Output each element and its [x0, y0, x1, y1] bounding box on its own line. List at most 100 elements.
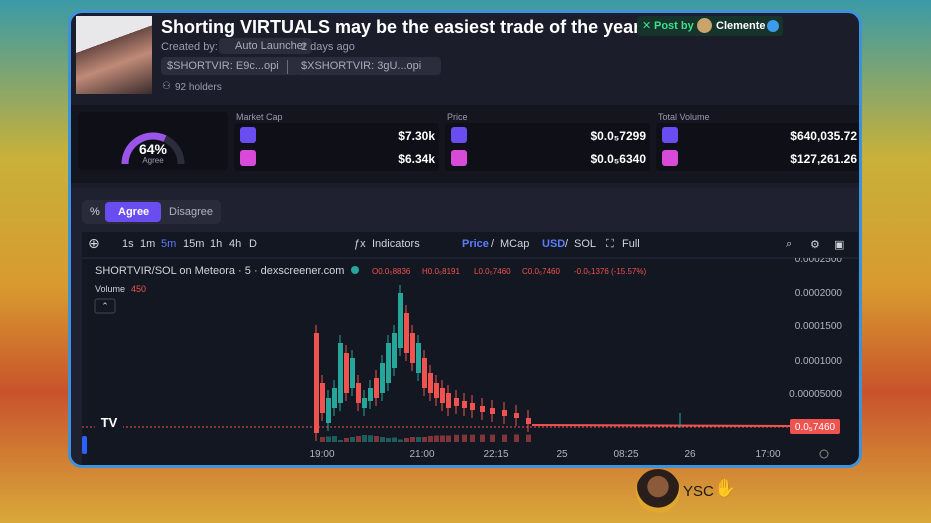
stat-box: $7.30k $6.34k [234, 123, 439, 171]
post-badge[interactable]: ✕ Post by Clemente [637, 16, 783, 36]
camera-icon[interactable]: ▣ [834, 239, 845, 251]
interval[interactable]: 5m [161, 238, 177, 250]
holders: 92 holders [175, 82, 222, 93]
title: Shorting VIRTUALS may be the easiest tra… [161, 17, 641, 37]
collapse-btn[interactable] [94, 298, 116, 314]
launcher[interactable]: Auto Launcher [219, 38, 312, 54]
post-by: Post by [654, 20, 694, 32]
volume-bar [374, 436, 379, 442]
candle-body [480, 406, 485, 412]
tab[interactable]: Agree [118, 206, 150, 218]
x-tick-label: 21:00 [409, 449, 434, 460]
candle-body [416, 343, 421, 373]
price-chart: SHORTVIR/SOL on Meteora · 5 · dexscreene… [82, 258, 858, 465]
y-tick-label: 0.0001500 [795, 321, 843, 332]
tab[interactable]: % [90, 206, 100, 218]
hand-icon: ✋ [714, 478, 737, 498]
gauge: 64% Agree [121, 132, 185, 165]
interval[interactable]: 15m [183, 238, 205, 250]
created-by: Created by: [161, 41, 218, 53]
disagree-icon [451, 150, 467, 166]
settings-icon[interactable] [819, 449, 829, 459]
divider [287, 60, 288, 74]
token-pill[interactable]: $SHORTVIR: E9c...opi [161, 57, 299, 75]
interval[interactable]: 1m [140, 238, 156, 250]
sol-mode[interactable]: SOL [574, 238, 597, 250]
price-mode[interactable]: Price [462, 238, 489, 250]
interval[interactable]: D [249, 238, 257, 250]
candle-body [404, 313, 409, 353]
separator: / [565, 238, 569, 250]
usd-mode[interactable]: USD [542, 238, 566, 250]
volume-bar [368, 435, 373, 442]
volume-bar [380, 437, 385, 442]
stat-box: $640,035.72 $127,261.26 [656, 123, 859, 171]
x-tick-label: 08:25 [613, 449, 638, 460]
candle-body [368, 388, 373, 401]
y-tick-label: 0.0001000 [795, 356, 843, 367]
stat-label: Market Cap [236, 112, 283, 122]
disagree-icon [240, 150, 256, 166]
mcap-mode[interactable]: MCap [500, 238, 530, 250]
volume-bar [454, 434, 459, 442]
volume-bar [326, 436, 331, 442]
volume-bar [462, 434, 467, 442]
candle-body [434, 383, 439, 398]
full-icon[interactable]: ⛶ [606, 238, 614, 250]
interval[interactable]: 1s [122, 238, 134, 250]
scroll-handle[interactable] [82, 436, 87, 454]
volume-bar [332, 436, 337, 442]
volume-bar [410, 437, 415, 442]
settings-icon[interactable]: ⚙ [810, 239, 820, 251]
candle-body [526, 418, 531, 424]
candle-body [514, 413, 519, 418]
tab-active-bg [105, 202, 161, 222]
interval[interactable]: 1h [210, 238, 223, 250]
separator: / [491, 238, 495, 250]
volume-bar [526, 434, 531, 442]
footer-name: YSC [683, 483, 714, 500]
candle-body [344, 353, 349, 393]
tabs: % Agree Disagree [82, 200, 221, 224]
volume-bar [350, 437, 355, 442]
volume-bar [344, 438, 349, 442]
holders-icon: ⚇ [162, 81, 171, 92]
candle-body [314, 333, 319, 433]
candle-body [446, 393, 451, 408]
volume-bar [362, 435, 367, 442]
candle-body [356, 383, 361, 403]
status-dot [351, 266, 359, 274]
candle-body [490, 408, 495, 414]
agree-value: $0.0₅7299 [590, 129, 646, 143]
candle-body [374, 378, 379, 398]
disagree-value: $6.34k [398, 152, 435, 166]
volume-bar [480, 434, 485, 442]
volume-bar [446, 435, 451, 442]
full[interactable]: Full [622, 238, 640, 250]
ohlc-value: -0.0₅1376 (-15.57%) [574, 267, 646, 276]
footer-avatar [636, 469, 680, 513]
candle-flat [531, 424, 791, 427]
volume-bar [502, 434, 507, 442]
gauge-label: Agree [142, 156, 164, 165]
y-tick-label: 0.0002000 [795, 288, 843, 299]
volume-bar [398, 439, 403, 442]
token-pill[interactable]: $XSHORTVIR: 3gU...opi [295, 57, 442, 75]
x-tick-label: 19:00 [309, 449, 334, 460]
candle-body [428, 373, 433, 393]
zoom-icon[interactable]: ⌕ [786, 238, 793, 250]
age: 2 days ago [301, 41, 355, 53]
indicators-icon[interactable]: ƒx [354, 238, 366, 250]
add-icon[interactable]: ⊕ [88, 235, 100, 251]
volume-bar [470, 434, 475, 442]
disagree-value: $0.0₅6340 [590, 152, 646, 166]
candle-body [338, 343, 343, 403]
candle-body [422, 358, 427, 388]
indicators[interactable]: Indicators [372, 238, 420, 250]
tab[interactable]: Disagree [169, 206, 214, 218]
interval[interactable]: 4h [229, 238, 242, 250]
candle-body [332, 388, 337, 408]
tv-logo-bg [95, 410, 123, 434]
volume-bar [386, 438, 391, 442]
